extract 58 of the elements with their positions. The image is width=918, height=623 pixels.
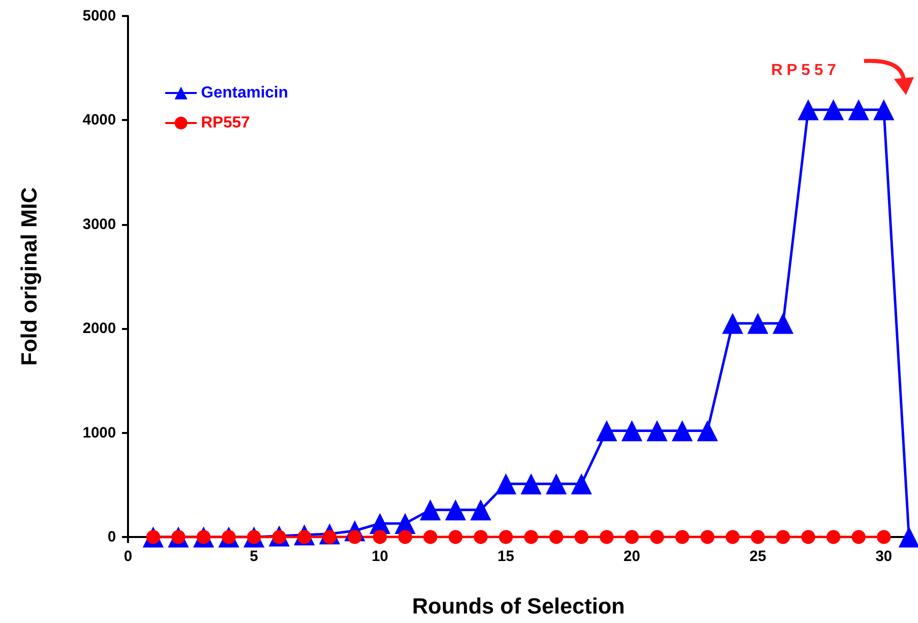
point [498,530,513,544]
point [524,530,538,544]
point [700,530,714,544]
y-tick-label: 5000 [82,8,116,24]
x-tick-label: 10 [372,548,388,565]
point [600,530,614,544]
x-tick-label: 0 [124,548,132,565]
y-tick-label: 3000 [82,216,116,233]
legend-label: Gentamicin [201,84,288,102]
point [596,420,618,442]
point [570,473,592,494]
y-tick-label: 0 [108,528,116,546]
point [423,530,438,544]
point [675,530,690,544]
point [747,312,768,334]
y-tick-label: 1000 [82,424,116,442]
point [549,530,564,544]
point [445,499,466,520]
point [646,420,668,442]
x-tick-label: 5 [250,548,258,565]
point [520,473,542,494]
point [546,473,567,494]
x-tick-label: 20 [624,548,640,565]
y-axis-title: Fold original MIC [16,187,42,366]
point [470,499,492,520]
point [420,499,441,520]
y-tick-label: 2000 [82,320,116,338]
point [750,530,765,544]
point [826,530,840,544]
point [495,473,516,494]
annotation: RP557 [771,62,840,79]
point [672,420,693,442]
x-tick-label: 30 [875,548,892,565]
point [722,312,744,334]
point [801,530,816,544]
point [448,530,463,544]
point [650,530,664,544]
x-tick-label: 25 [749,548,766,565]
point [624,530,639,544]
y-tick-label: 4000 [82,112,116,129]
x-axis-title: Rounds of Selection [412,594,625,618]
x-tick-label: 15 [498,548,514,565]
point [398,530,412,544]
point [873,99,894,120]
point [876,530,891,544]
point [726,530,740,544]
legend-label: RP557 [201,114,250,132]
point [852,530,866,544]
point [474,530,488,544]
point [776,530,790,544]
point [798,99,819,120]
point [822,99,844,120]
point [696,420,718,442]
point [848,99,870,120]
point [621,420,642,442]
point [772,312,794,334]
point [574,530,588,544]
point [372,530,387,544]
